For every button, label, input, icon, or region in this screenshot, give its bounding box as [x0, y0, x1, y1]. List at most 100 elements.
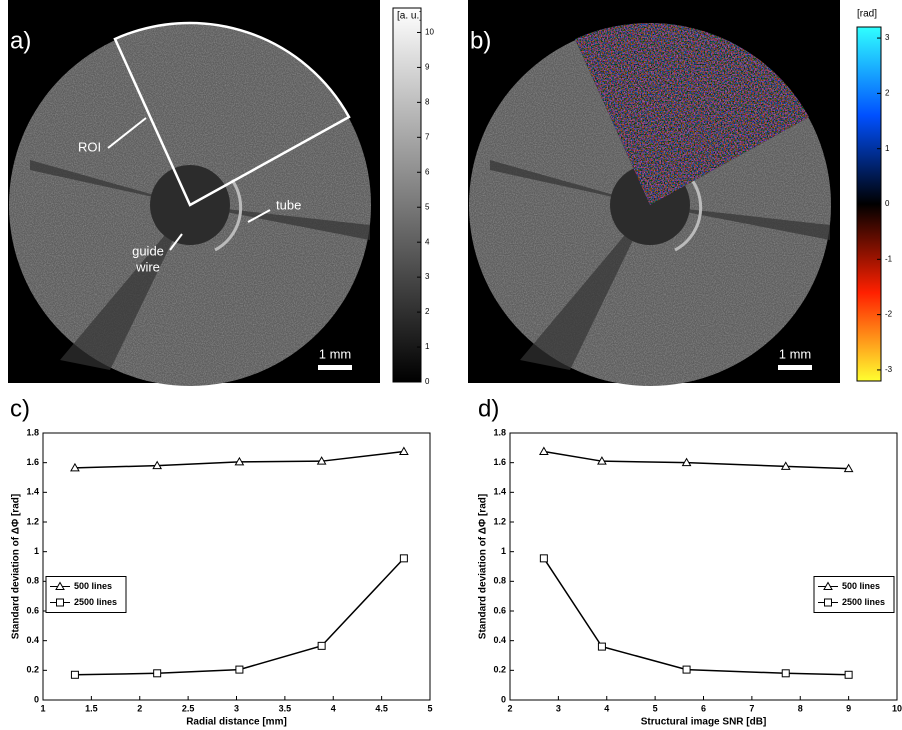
y-tick-label: 0.4 — [493, 635, 506, 645]
x-tick-label: 1 — [40, 703, 45, 713]
y-tick-label: 1.8 — [493, 427, 506, 437]
marker — [844, 670, 853, 679]
colorbar-tick-label: 10 — [425, 28, 434, 37]
legend-marker — [823, 581, 833, 590]
marker — [152, 460, 163, 470]
x-tick-label: 4.5 — [375, 703, 388, 713]
panel-label: a) — [10, 27, 31, 54]
plot-area — [509, 432, 898, 701]
marker — [681, 457, 692, 467]
x-tick-label: 5 — [427, 703, 432, 713]
legend-label: 2500 lines — [74, 597, 117, 607]
image-a — [8, 0, 380, 386]
legend-marker — [824, 598, 832, 607]
x-tick-label: 9 — [846, 703, 851, 713]
colorbar-tick-label: 4 — [425, 237, 430, 246]
y-tick-label: 0.6 — [493, 605, 506, 615]
colorbar-tick-label: 3 — [425, 272, 430, 281]
series-line — [74, 557, 405, 676]
colorbar-tick-label: -1 — [885, 254, 893, 263]
series-line — [543, 450, 849, 470]
marker — [234, 456, 245, 466]
y-tick-label: 1.4 — [493, 487, 506, 497]
x-axis-label: Radial distance [mm] — [186, 717, 287, 728]
marker — [70, 462, 80, 472]
marker — [399, 554, 408, 563]
y-axis-label: Standard deviation of ΔΦ [rad] — [11, 494, 22, 639]
x-tick-label: 7 — [749, 703, 754, 713]
y-tick-label: 1.2 — [26, 516, 39, 526]
x-tick-label: 3.5 — [279, 703, 292, 713]
marker — [539, 554, 548, 563]
colorbar-title: [rad] — [857, 9, 877, 20]
y-tick-label: 0.2 — [493, 665, 506, 675]
colorbar-tick-label: 0 — [425, 377, 430, 386]
colorbar-tick-label: 1 — [885, 144, 890, 153]
scale-label: 1 mm — [779, 346, 812, 361]
marker — [317, 641, 326, 650]
marker — [843, 463, 854, 473]
colorbar-tick-label: 8 — [425, 97, 430, 106]
x-tick-label: 5 — [653, 703, 658, 713]
image-b — [468, 0, 840, 386]
x-tick-label: 4 — [331, 703, 336, 713]
x-tick-label: 1.5 — [85, 703, 98, 713]
annotation: tube — [276, 197, 301, 212]
y-tick-label: 0 — [34, 694, 39, 704]
x-tick-label: 2.5 — [182, 703, 195, 713]
annotation: guide — [132, 243, 164, 258]
marker — [235, 665, 244, 674]
y-tick-label: 0.8 — [26, 576, 39, 586]
marker — [539, 446, 549, 456]
colorbar-tick-label: 7 — [425, 132, 430, 141]
colorbar-tick-label: 3 — [885, 33, 890, 42]
colorbar-tick-label: 5 — [425, 202, 430, 211]
y-tick-label: 0.2 — [26, 665, 39, 675]
x-tick-label: 2 — [507, 703, 512, 713]
y-tick-label: 1.6 — [493, 457, 506, 467]
y-tick-label: 1.8 — [26, 427, 39, 437]
legend-marker — [55, 581, 65, 590]
y-tick-label: 1 — [34, 546, 39, 556]
x-tick-label: 10 — [892, 703, 902, 713]
y-tick-label: 1.6 — [26, 457, 39, 467]
colorbar-title: [a. u.] — [397, 11, 422, 22]
legend — [813, 576, 895, 613]
y-tick-label: 1 — [501, 546, 506, 556]
scale-label: 1 mm — [319, 346, 352, 361]
y-tick-label: 0.8 — [493, 576, 506, 586]
marker — [597, 642, 606, 651]
legend-marker — [56, 598, 64, 607]
panel-label: c) — [10, 395, 30, 422]
x-tick-label: 8 — [798, 703, 803, 713]
marker — [316, 456, 327, 465]
y-axis-label: Standard deviation of ΔΦ [rad] — [478, 494, 489, 639]
colorbar-tick-label: 2 — [885, 88, 890, 97]
x-tick-label: 4 — [604, 703, 609, 713]
colorbar-tick-label: 9 — [425, 63, 430, 72]
marker — [597, 456, 607, 465]
colorbar-tick-label: 6 — [425, 167, 430, 176]
x-tick-label: 3 — [234, 703, 239, 713]
colorbar-tick-label: 1 — [425, 342, 430, 351]
x-tick-label: 2 — [137, 703, 142, 713]
y-tick-label: 0.6 — [26, 605, 39, 615]
legend-label: 500 lines — [74, 581, 112, 591]
y-tick-label: 1.4 — [26, 487, 39, 497]
y-tick-label: 0 — [501, 694, 506, 704]
marker — [70, 670, 79, 679]
x-tick-label: 3 — [556, 703, 561, 713]
plot-area — [42, 432, 431, 701]
panel-label: b) — [470, 27, 491, 54]
annotation: wire — [135, 259, 160, 274]
colorbar-tick-label: 0 — [885, 199, 890, 208]
marker — [682, 665, 691, 674]
colorbar-tick-label: -3 — [885, 365, 893, 374]
series-line — [543, 557, 849, 676]
marker — [399, 446, 409, 456]
marker — [780, 461, 791, 470]
panel-label: d) — [478, 395, 499, 422]
marker — [781, 669, 790, 678]
colorbar — [392, 7, 422, 383]
